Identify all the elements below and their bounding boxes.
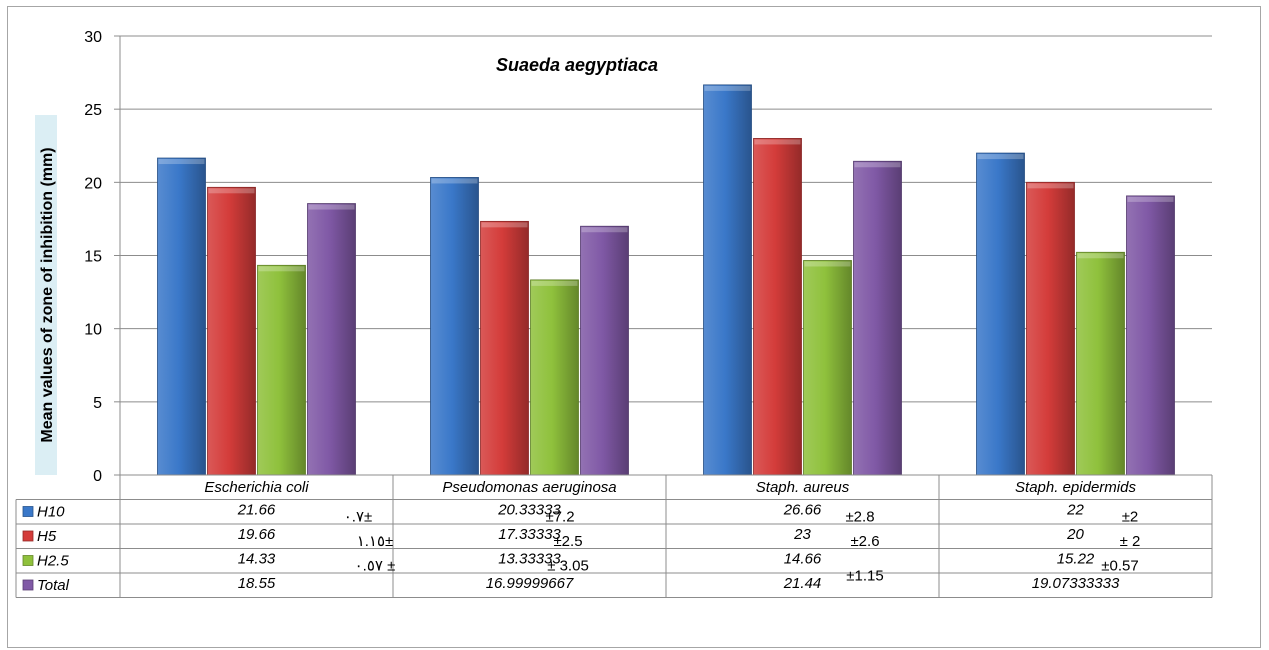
- y-axis-ticks: 0 5 10 15 20 25 30: [84, 29, 120, 485]
- legend-key-h5: [22, 530, 34, 542]
- bar-h5-2: [480, 220, 529, 476]
- table-cell: 14.66: [784, 551, 822, 568]
- data-table: Escherichia coli Pseudomonas aeruginosa St…: [15, 474, 1213, 598]
- table-cell: 19.07333333: [1032, 575, 1120, 592]
- bar-highlight: [1127, 196, 1174, 202]
- chart-frame: [7, 6, 1261, 648]
- error-annotation: ±0.57: [1101, 558, 1138, 575]
- bar-highlight: [804, 261, 851, 267]
- error-annotation: ٠.٥٧ ±: [355, 558, 396, 575]
- bar-h10-4: [976, 152, 1025, 476]
- bar-h2-5-1: [257, 264, 306, 476]
- bar-h10-2: [430, 177, 479, 476]
- bar-total-3: [853, 160, 902, 476]
- legend-key-total: [22, 579, 34, 591]
- category-label: Staph. epidermids: [1015, 479, 1136, 496]
- bar-highlight: [1027, 183, 1074, 189]
- table-cell: 23: [793, 526, 811, 543]
- y-tick-label: 25: [84, 102, 102, 119]
- y-tick-label: 0: [93, 468, 102, 485]
- bar-highlight: [258, 266, 305, 272]
- y-axis-label: Mean values of zone of inhibition (mm): [39, 147, 56, 442]
- bar-h5-1: [207, 186, 256, 476]
- bar-total-4: [1126, 195, 1175, 476]
- error-annotation: ١.١٥±: [357, 533, 394, 550]
- y-axis-label-background: [35, 115, 57, 475]
- series-name: H2.5: [37, 553, 69, 570]
- table-cell: 19.66: [238, 526, 276, 543]
- bar-highlight: [308, 204, 355, 210]
- error-annotation: ±2.5: [553, 533, 582, 550]
- table-cell: 20: [1066, 526, 1084, 543]
- error-annotation: ±2.6: [850, 533, 879, 550]
- bar-highlight: [754, 139, 801, 145]
- bar-h5-4: [1026, 181, 1075, 476]
- error-annotation: ±7.2: [545, 509, 574, 526]
- y-tick-label: 5: [93, 395, 102, 412]
- bar-h2-5-2: [530, 279, 579, 476]
- legend-key-h10: [22, 506, 34, 517]
- error-annotations: ٠.٧± ±7.2 ±2.8 ±2 ١.١٥± ±2.5 ±2.6 ± 2 ٠.٥٧ ± ± 3.…: [344, 509, 1141, 585]
- bar-highlight: [1077, 253, 1124, 259]
- bar-highlight: [854, 162, 901, 168]
- bar-highlight: [581, 227, 628, 233]
- table-cell: 18.55: [238, 575, 276, 592]
- bar-h2-5-3: [803, 260, 852, 476]
- bar-highlight: [431, 178, 478, 184]
- table-cell: 21.44: [783, 575, 822, 592]
- y-tick-label: 20: [84, 175, 102, 192]
- category-label: Staph. aureus: [756, 479, 850, 496]
- bar-h5-3: [753, 138, 802, 476]
- error-annotation: ± 2: [1120, 533, 1141, 550]
- bar-highlight: [977, 154, 1024, 160]
- bar-highlight: [531, 280, 578, 286]
- bar-highlight: [481, 222, 528, 228]
- bar-h10-1: [157, 157, 206, 476]
- table-cell: 22: [1066, 502, 1084, 519]
- bar-total-2: [580, 225, 629, 476]
- bar-highlight: [704, 85, 751, 91]
- table-cell: 16.99999667: [486, 575, 574, 592]
- error-annotation: ± 3.05: [547, 558, 589, 575]
- bar-total-1: [307, 203, 356, 476]
- category-label: Pseudomonas aeruginosa: [442, 479, 616, 496]
- error-annotation: ±2: [1122, 509, 1139, 526]
- bar-h2-5-4: [1076, 251, 1125, 476]
- table-cell: 15.22: [1057, 551, 1095, 568]
- table-cell: 20.33333: [497, 502, 561, 519]
- series-name: H5: [37, 528, 57, 545]
- table-cell: 14.33: [238, 551, 276, 568]
- bar-highlight: [158, 159, 205, 165]
- bars: [157, 84, 1175, 476]
- error-annotation: ±1.15: [846, 568, 883, 585]
- y-tick-label: 10: [84, 322, 102, 339]
- table-cell: 26.66: [783, 502, 822, 519]
- chart-title: Suaeda aegyptiaca: [496, 55, 658, 75]
- y-tick-label: 30: [84, 29, 102, 46]
- legend-key-h2-5: [22, 555, 34, 566]
- table-cell: 13.33333: [498, 551, 561, 568]
- series-name: H10: [37, 504, 65, 521]
- table-cell: 17.33333: [498, 526, 561, 543]
- error-annotation: ±2.8: [845, 509, 874, 526]
- table-cell: 21.66: [237, 502, 276, 519]
- bar-highlight: [208, 188, 255, 194]
- error-annotation: ٠.٧±: [344, 509, 373, 526]
- category-label: Escherichia coli: [204, 479, 309, 496]
- y-tick-label: 15: [84, 249, 102, 266]
- bar-h10-3: [703, 84, 752, 476]
- series-name: Total: [37, 577, 70, 594]
